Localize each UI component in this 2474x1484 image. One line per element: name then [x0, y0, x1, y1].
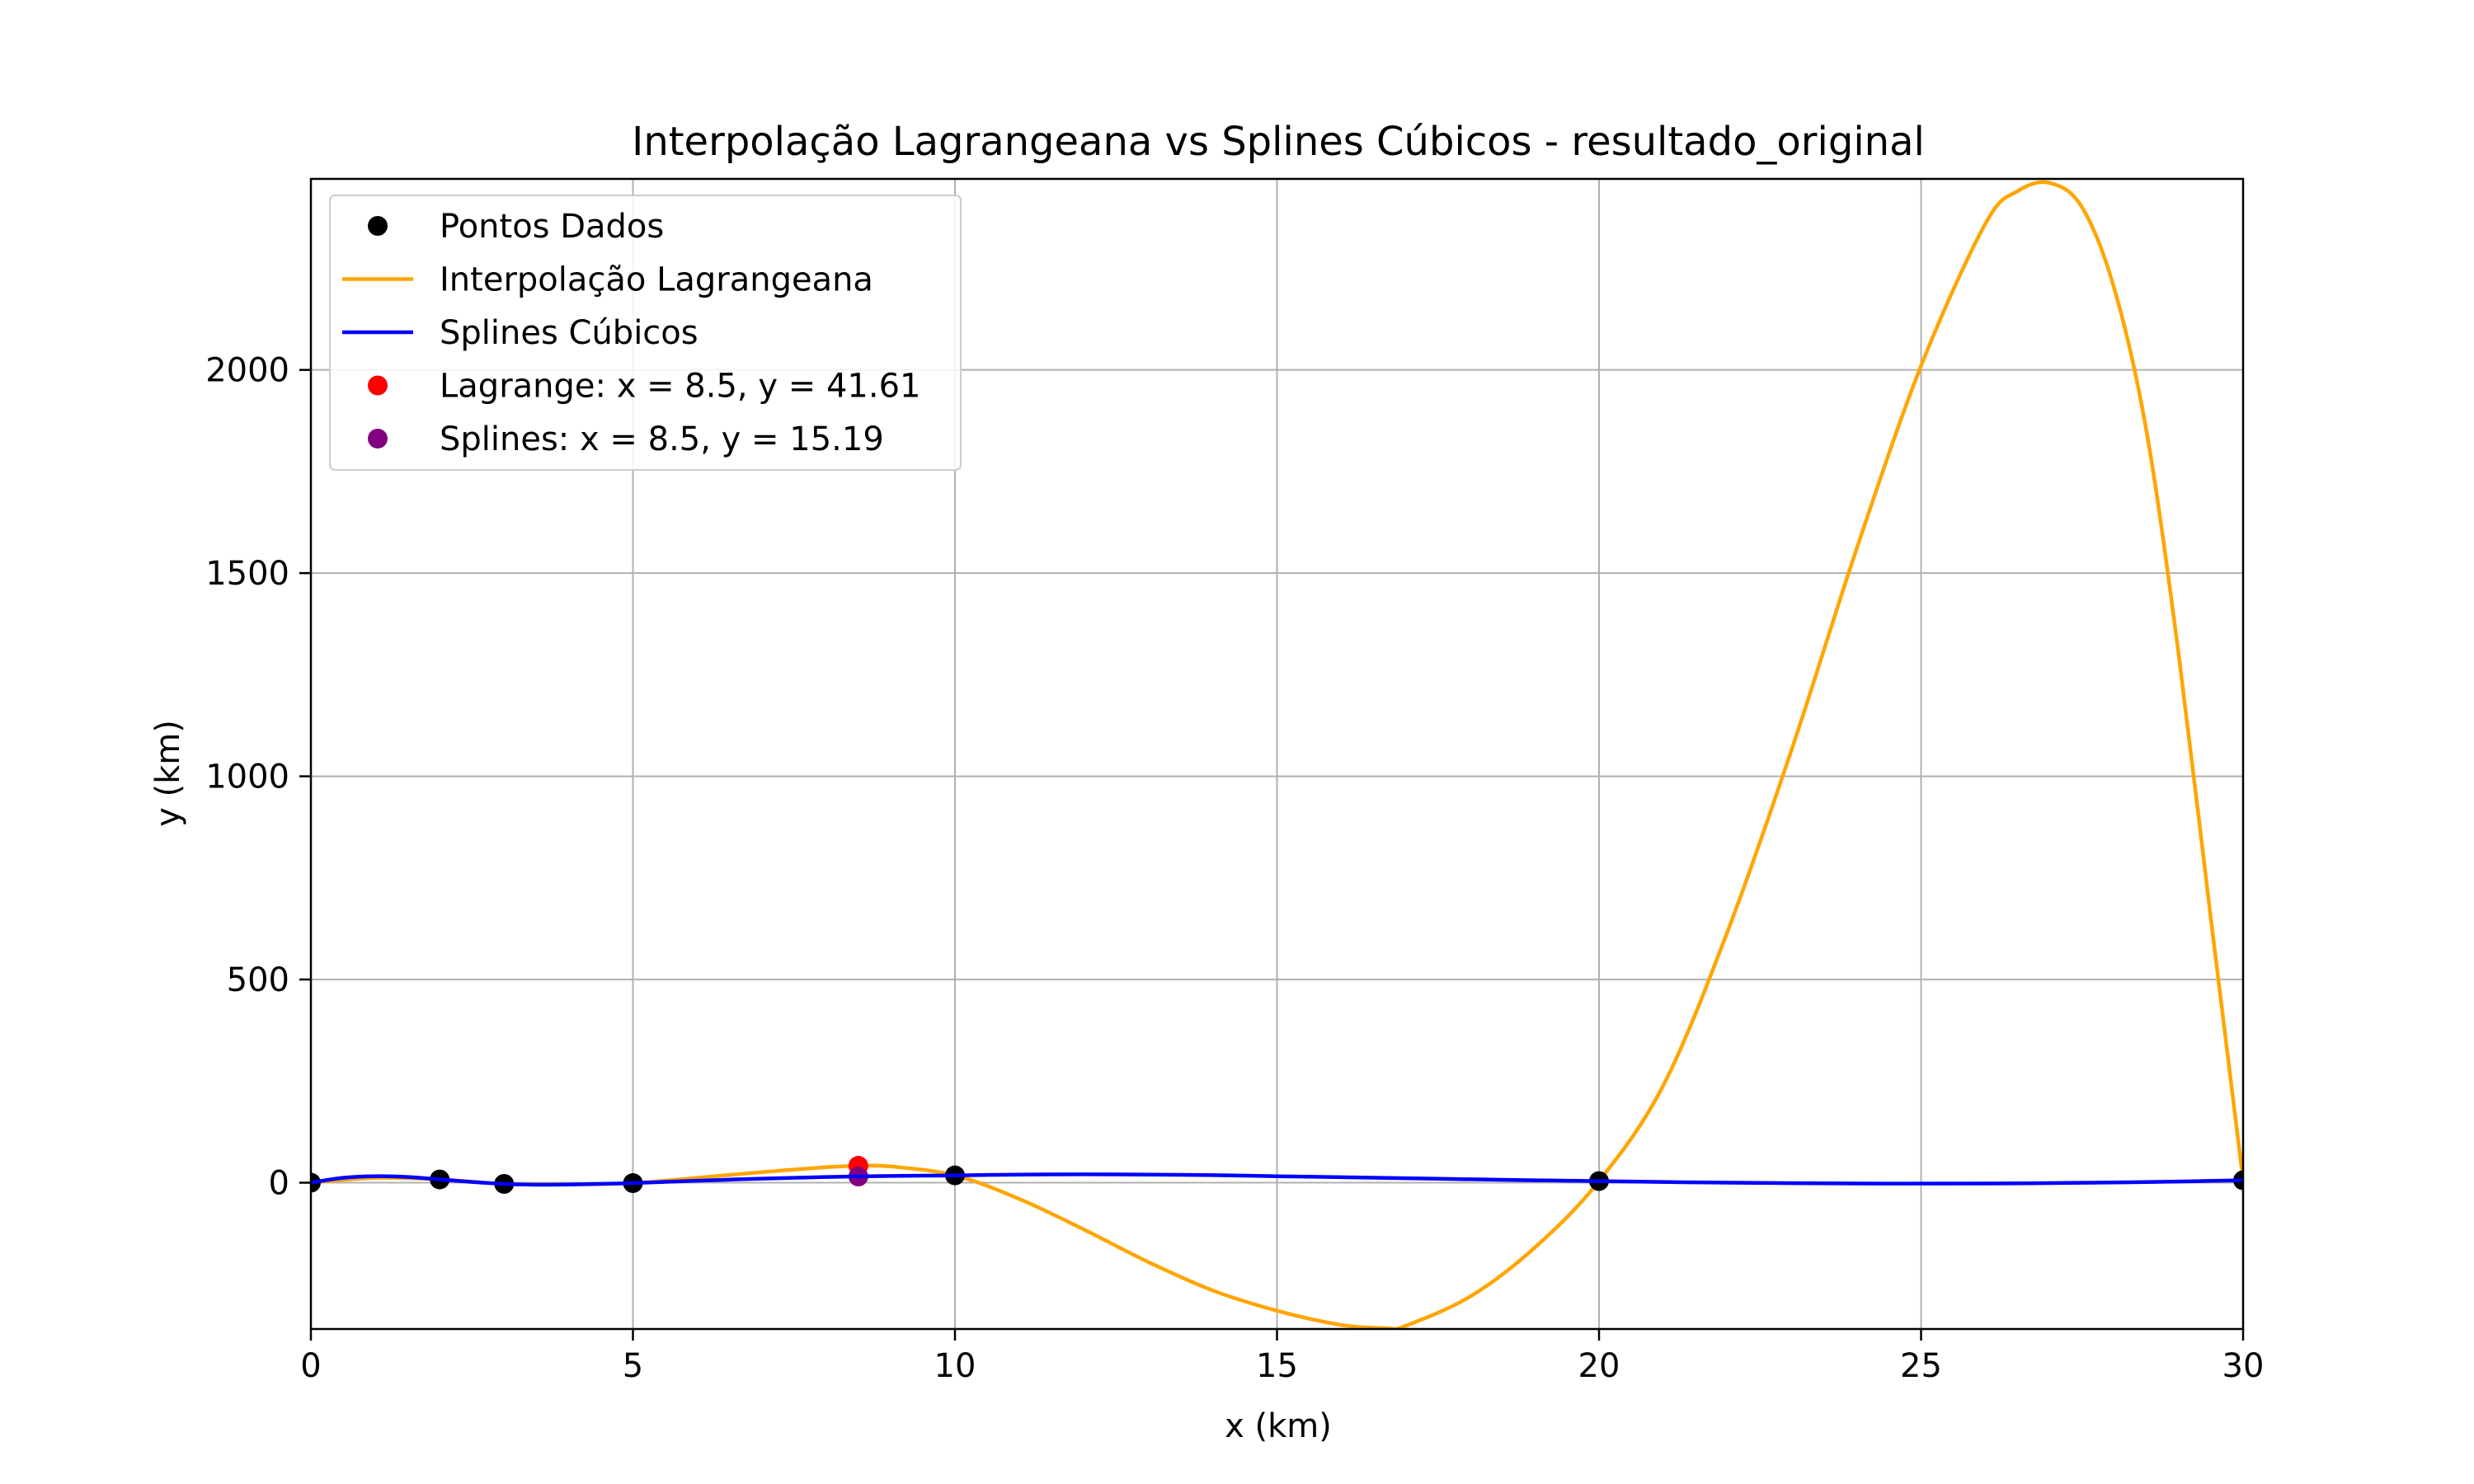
x-tick-label: 20 [1578, 1347, 1620, 1385]
series-clip-group [311, 180, 2243, 1329]
legend-label: Splines: x = 8.5, y = 15.19 [440, 420, 884, 458]
y-axis-label: y (km) [149, 720, 187, 827]
legend-swatch-marker [368, 216, 388, 236]
x-tick-label: 25 [1900, 1347, 1942, 1385]
legend-label: Pontos Dados [440, 208, 664, 246]
legend-label: Interpolação Lagrangeana [440, 261, 873, 299]
y-tick-label: 1500 [205, 555, 289, 593]
y-tick-label: 0 [269, 1165, 289, 1203]
chart-title: Interpolação Lagrangeana vs Splines Cúbi… [632, 119, 1925, 165]
y-tick-label: 1000 [205, 758, 289, 796]
legend-label: Lagrange: x = 8.5, y = 41.61 [440, 368, 920, 406]
y-tick-label: 2000 [205, 352, 289, 390]
series-layer [311, 180, 2243, 1329]
x-tick-label: 10 [934, 1347, 976, 1385]
axes: 0 5 10 15 20 25 30 0 500 1000 1500 2000 [205, 177, 2265, 1385]
legend-box [329, 195, 962, 471]
legend-label: Splines Cúbicos [440, 314, 698, 352]
y-tick-label: 500 [227, 961, 289, 999]
legend-swatch-marker [368, 429, 388, 448]
spline-curve-line [311, 1172, 2243, 1187]
legend-swatch-marker [368, 375, 388, 396]
x-tick-label: 5 [623, 1347, 643, 1385]
legend: Pontos Dados Interpolação Lagrangeana Spli… [329, 195, 962, 471]
lagrange-curve-line [311, 180, 2243, 1329]
x-axis-label: x (km) [1225, 1407, 1332, 1445]
x-tick-label: 0 [300, 1347, 321, 1385]
x-tick-label: 15 [1256, 1347, 1298, 1385]
x-tick-label: 30 [2222, 1347, 2265, 1385]
